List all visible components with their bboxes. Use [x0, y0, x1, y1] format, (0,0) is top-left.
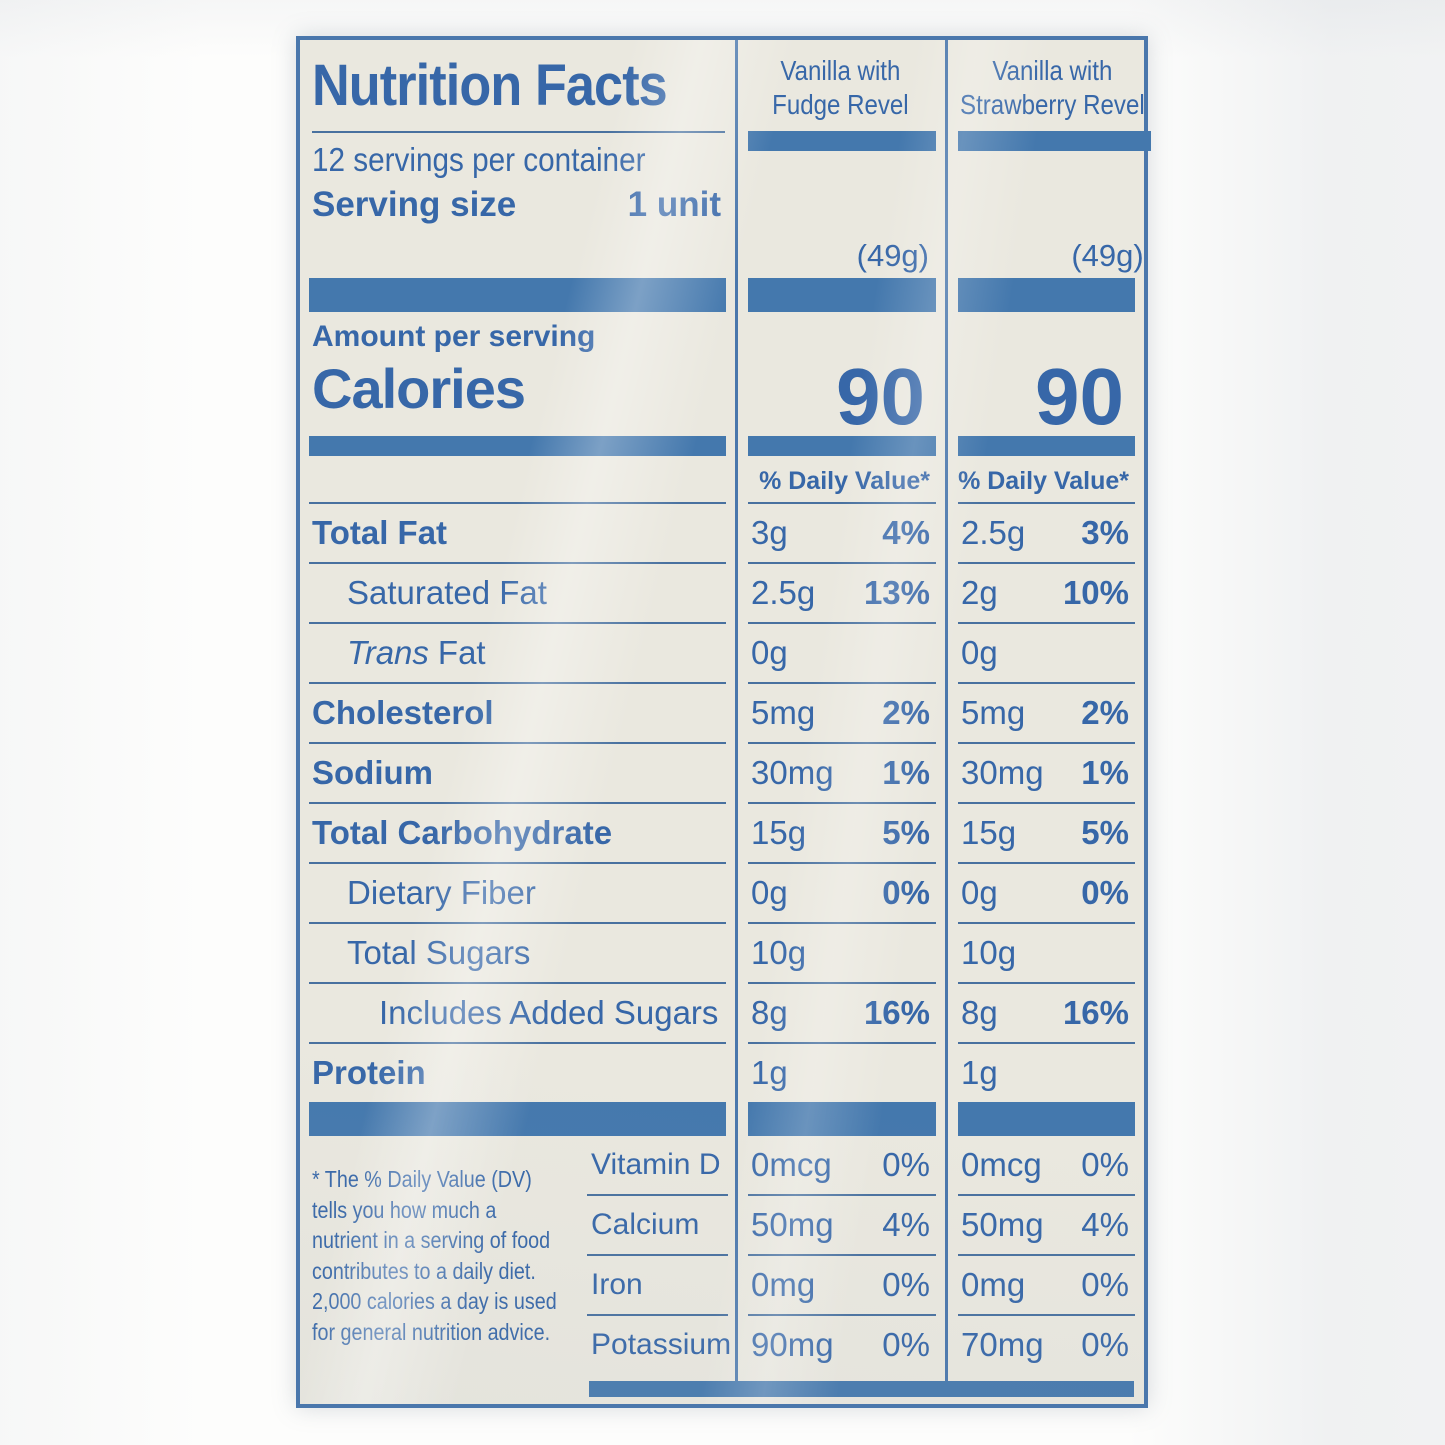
saturated-fat-row: Saturated Fat 2.5g 13% 2g 10%: [347, 574, 1129, 611]
column-divider-left: [735, 40, 738, 1382]
hairline: [300, 862, 1144, 864]
total-carbohydrate-row: Total Carbohydrate 15g 5% 15g 5%: [312, 814, 1129, 851]
hairline: [300, 502, 1144, 504]
daily-value-header-fudge: % Daily Value*: [759, 467, 930, 495]
header-bar-strawberry: [958, 131, 1151, 152]
flavor-name-strawberry: Vanilla with Strawberry Revel: [960, 55, 1145, 120]
vitamin-d-row: Vitamin D 0mcg 0% 0mcg 0%: [591, 1146, 1129, 1183]
nutrition-facts-label: Nutrition Facts 12 servings per containe…: [296, 36, 1151, 1408]
calories-value-fudge: 90: [836, 352, 925, 442]
hairline: [300, 1194, 1144, 1196]
daily-value-header-strawberry: % Daily Value*: [958, 467, 1129, 495]
header-left: Nutrition Facts 12 servings per containe…: [300, 40, 735, 278]
flavor-column-strawberry-header: Vanilla with Strawberry Revel (49g): [945, 40, 1160, 278]
hairline: [300, 922, 1144, 924]
total-sugars-row: Total Sugars 10g 10g: [347, 934, 1017, 971]
calories-label: Calories: [312, 357, 526, 420]
hairline: [300, 742, 1144, 744]
daily-value-header-row: % Daily Value* % Daily Value*: [300, 456, 1144, 502]
serving-size-value: 1 unit: [627, 185, 721, 224]
serving-weight-strawberry: (49g): [1071, 238, 1144, 273]
calories-value-strawberry: 90: [1035, 352, 1124, 442]
servings-per-container: 12 servings per container: [312, 141, 646, 178]
potassium-row: Potassium 90mg 0% 70mg 0%: [591, 1326, 1129, 1363]
flavor-name-fudge: Vanilla with Fudge Revel: [771, 55, 909, 120]
flavor-column-fudge-header: Vanilla with Fudge Revel (49g): [735, 40, 945, 278]
trans-fat-row: Trans Fat 0g 0g: [347, 634, 998, 671]
header-bar-fudge: [748, 131, 936, 152]
serving-size-row: Serving size 1 unit: [312, 185, 729, 225]
added-sugars-row: Includes Added Sugars 8g 16% 8g 16%: [379, 994, 1129, 1031]
total-fat-row: Total Fat 3g 4% 2.5g 3%: [312, 514, 1129, 551]
hairline: [300, 1314, 1144, 1316]
hairline: [300, 802, 1144, 804]
daily-value-footnote: * The % Daily Value (DV) tells you how m…: [312, 1166, 557, 1345]
serving-size-label: Serving size: [312, 185, 517, 224]
micronutrient-section: * The % Daily Value (DV) tells you how m…: [300, 1136, 1144, 1374]
label-title: Nutrition Facts: [312, 53, 668, 118]
header-section: Nutrition Facts 12 servings per containe…: [300, 40, 1151, 278]
thick-divider-bar: [300, 278, 1144, 312]
iron-row: Iron 0mg 0% 0mg 0%: [591, 1266, 1129, 1303]
hairline: [300, 1042, 1144, 1044]
column-divider-right: [945, 40, 948, 1382]
cholesterol-row: Cholesterol 5mg 2% 5mg 2%: [312, 694, 1129, 731]
dietary-fiber-row: Dietary Fiber 0g 0% 0g 0%: [347, 874, 1129, 911]
protein-row: Protein 1g 1g: [312, 1054, 998, 1091]
medium-divider-bar: [300, 436, 1144, 456]
hairline: [300, 622, 1144, 624]
thick-divider-bar: [300, 1102, 1144, 1136]
calories-section: Amount per serving Calories 90 90: [300, 312, 1144, 442]
sodium-row: Sodium 30mg 1% 30mg 1%: [312, 754, 1129, 791]
bottom-bar: [589, 1381, 1134, 1397]
amount-per-serving-label: Amount per serving: [312, 320, 596, 353]
hairline: [300, 1254, 1144, 1256]
hairline: [300, 982, 1144, 984]
calcium-row: Calcium 50mg 4% 50mg 4%: [591, 1206, 1129, 1243]
hairline: [300, 562, 1144, 564]
title-divider: [312, 131, 725, 133]
serving-weight-fudge: (49g): [856, 238, 929, 273]
hairline: [300, 682, 1144, 684]
